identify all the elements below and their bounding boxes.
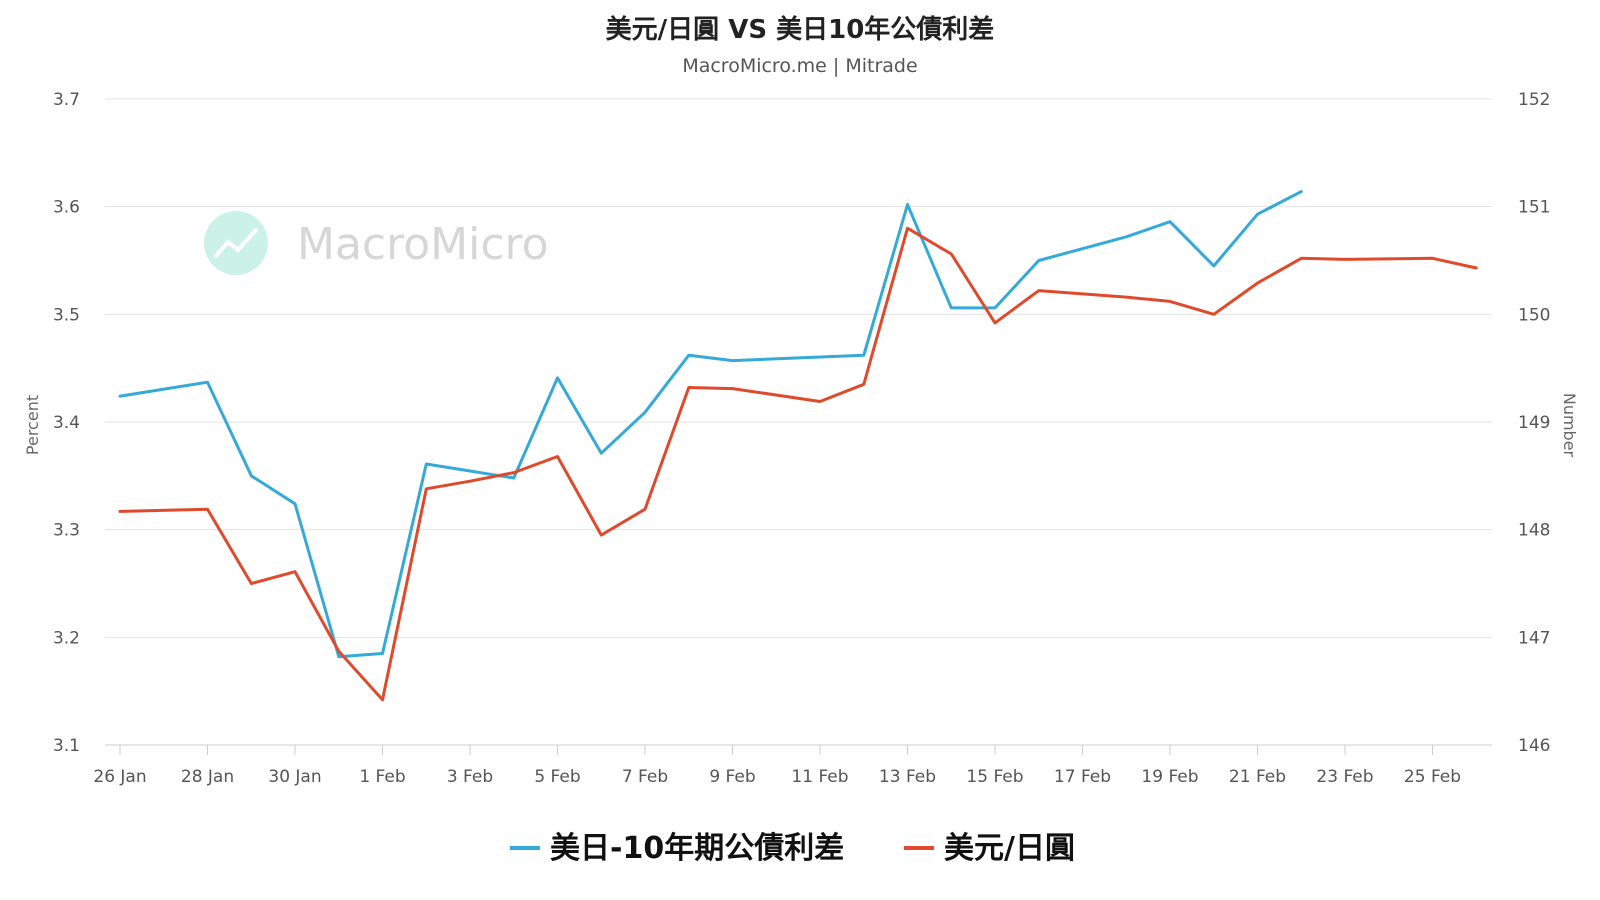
legend: 美日-10年期公債利差 美元/日圓 xyxy=(510,831,1075,866)
right-tick-label: 150 xyxy=(1518,305,1550,325)
chart-subtitle: MacroMicro.me | Mitrade xyxy=(682,55,917,77)
x-tick-label: 5 Feb xyxy=(534,767,580,787)
series-line-spread[interactable] xyxy=(118,190,1303,659)
x-tick-label: 17 Feb xyxy=(1054,767,1111,787)
x-tick-label: 21 Feb xyxy=(1229,767,1286,787)
right-tick-label: 146 xyxy=(1518,736,1550,756)
left-tick-label: 3.6 xyxy=(53,198,80,218)
right-tick-label: 151 xyxy=(1518,198,1550,218)
series-layer xyxy=(118,190,1478,702)
legend-item-usdjpy[interactable]: 美元/日圓 xyxy=(904,831,1075,866)
left-axis-ticks: 3.1 3.2 3.3 3.4 3.5 3.6 3.7 xyxy=(53,90,80,756)
legend-label-spread: 美日-10年期公債利差 xyxy=(550,831,844,866)
left-tick-label: 3.2 xyxy=(53,628,80,648)
right-axis-ticks: 146 147 148 149 150 151 152 xyxy=(1518,90,1550,756)
watermark-logo-icon xyxy=(204,211,268,275)
series-line-usdjpy[interactable] xyxy=(118,226,1478,702)
x-tick-label: 15 Feb xyxy=(966,767,1023,787)
left-tick-label: 3.7 xyxy=(53,90,80,110)
x-tick-label: 11 Feb xyxy=(791,767,848,787)
left-axis-title: Percent xyxy=(23,395,42,455)
left-tick-label: 3.3 xyxy=(53,521,80,541)
x-tick-label: 23 Feb xyxy=(1316,767,1373,787)
x-tick-label: 28 Jan xyxy=(181,767,234,787)
x-tick-label: 26 Jan xyxy=(93,767,146,787)
x-tick-label: 13 Feb xyxy=(879,767,936,787)
left-tick-label: 3.1 xyxy=(53,736,80,756)
chart-title: 美元/日圓 VS 美日10年公債利差 xyxy=(606,14,995,45)
right-tick-label: 152 xyxy=(1518,90,1550,110)
legend-label-usdjpy: 美元/日圓 xyxy=(944,831,1075,866)
right-tick-label: 149 xyxy=(1518,413,1550,433)
watermark: MacroMicro xyxy=(204,211,549,275)
left-tick-label: 3.4 xyxy=(53,413,80,433)
x-tick-label: 19 Feb xyxy=(1141,767,1198,787)
left-tick-label: 3.5 xyxy=(53,305,80,325)
x-axis: 26 Jan 28 Jan 30 Jan 1 Feb 3 Feb 5 Feb 7 Feb 9 … xyxy=(93,744,1492,787)
watermark-chart-icon xyxy=(214,228,258,258)
x-tick-label: 1 Feb xyxy=(359,767,405,787)
legend-item-spread[interactable]: 美日-10年期公債利差 xyxy=(510,831,844,866)
right-tick-label: 148 xyxy=(1518,521,1550,541)
right-axis-title: Number xyxy=(1560,393,1579,458)
x-tick-label: 25 Feb xyxy=(1404,767,1461,787)
watermark-text: MacroMicro xyxy=(297,219,549,270)
x-tick-label: 3 Feb xyxy=(447,767,493,787)
right-tick-label: 147 xyxy=(1518,628,1550,648)
x-tick-label: 30 Jan xyxy=(268,767,321,787)
gridlines xyxy=(105,98,1492,746)
x-tick-label: 9 Feb xyxy=(709,767,755,787)
x-tick-label: 7 Feb xyxy=(622,767,668,787)
